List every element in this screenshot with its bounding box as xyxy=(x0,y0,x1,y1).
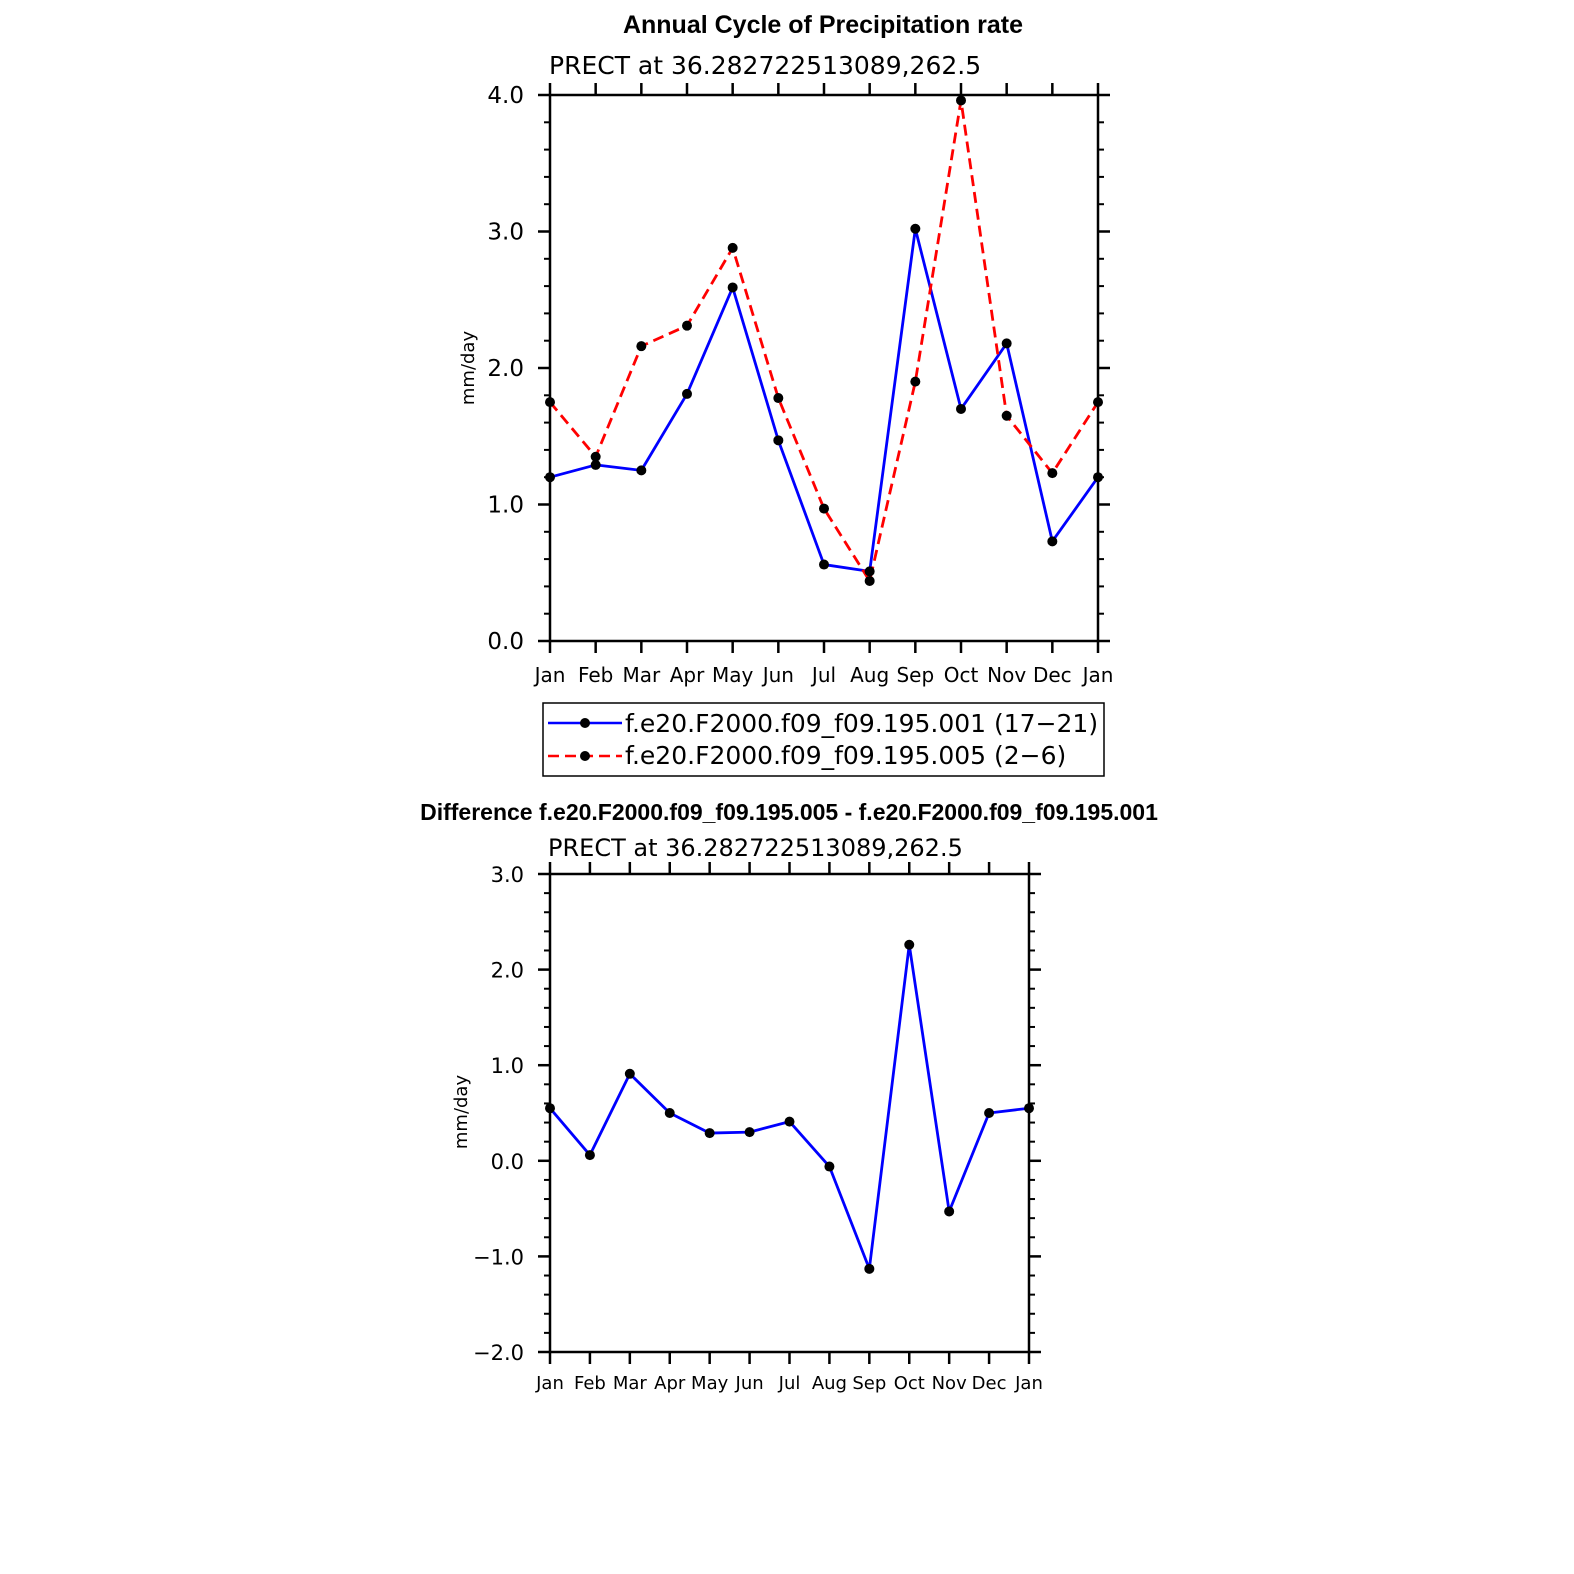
panel1-xtick-label: Jun xyxy=(761,663,794,687)
panel1-series-2-point xyxy=(910,376,921,387)
panel1-series-2-point xyxy=(1001,410,1012,421)
panel2-title: Difference f.e20.F2000.f09_f09.195.005 -… xyxy=(420,799,1158,825)
panel2-series-1-point xyxy=(784,1116,795,1127)
panel1-xtick-label: Nov xyxy=(987,663,1026,687)
panel2-xtick-label: Jan xyxy=(535,1373,564,1394)
panel1-ylabel: mm/day xyxy=(458,331,479,406)
panel1-series-2-point xyxy=(727,242,738,253)
panel1-ytick-label: 1.0 xyxy=(487,493,524,519)
legend-item-2: f.e20.F2000.f09_f09.195.005 (2−6) xyxy=(548,741,1066,770)
panel1-title: Annual Cycle of Precipitation rate xyxy=(623,11,1023,39)
panel1-xtick-label: May xyxy=(712,663,754,687)
panel2-xtick-label: Nov xyxy=(932,1373,967,1394)
panel1-xtick-label: Jan xyxy=(533,663,566,687)
panel2-series-1-point xyxy=(584,1150,595,1161)
panel2-series-1-point xyxy=(624,1068,635,1079)
panel1-xtick-label: Oct xyxy=(944,663,979,687)
legend-box xyxy=(542,702,1105,777)
legend-item-1: f.e20.F2000.f09_f09.195.001 (17−21) xyxy=(548,709,1098,738)
panel2-xtick-label: Jul xyxy=(778,1373,801,1394)
panel1-frame xyxy=(548,93,1100,643)
panel2-series-1-point xyxy=(944,1206,955,1217)
panel2-ytick-label: 1.0 xyxy=(491,1054,524,1078)
panel1-series-1-point xyxy=(590,459,601,470)
panel2-ytick-label: 0.0 xyxy=(491,1150,524,1174)
panel2-xtick-label: Apr xyxy=(654,1373,686,1394)
panel2-series-1-point xyxy=(824,1161,835,1172)
panel1-xtick-label: Sep xyxy=(896,663,934,687)
panel1-series-2-point xyxy=(819,503,829,514)
panel2-xtick-label: Dec xyxy=(972,1373,1007,1394)
panel1-series-1-point xyxy=(864,566,875,577)
panel1-series-2-point xyxy=(773,393,784,404)
panel1-xtick-label: Dec xyxy=(1033,663,1072,687)
panel1-series-1-point xyxy=(727,282,738,293)
panel1-series-1-point xyxy=(682,388,692,399)
panel1-series-1-line xyxy=(549,227,1100,573)
panel2-ytick-label: −2.0 xyxy=(473,1341,524,1365)
panel2-ytick-label: −1.0 xyxy=(473,1245,524,1269)
panel1-ytick-label: 2.0 xyxy=(487,356,524,382)
panel1-ytick-label: 4.0 xyxy=(487,83,524,109)
panel1-series-1-point xyxy=(636,465,647,476)
panel2-ytick-label: 3.0 xyxy=(491,863,524,887)
panel1-series-1-point xyxy=(1047,536,1058,547)
panel1-series-2-point xyxy=(590,451,601,462)
panel1-ytick-label: 0.0 xyxy=(487,629,524,655)
legend-label-2: f.e20.F2000.f09_f09.195.005 (2−6) xyxy=(625,741,1066,770)
legend: f.e20.F2000.f09_f09.195.001 (17−21) f.e2… xyxy=(542,702,1105,777)
panel2-series-1-point xyxy=(904,939,915,950)
panel2-xtick-label: Sep xyxy=(852,1373,886,1394)
panel1-xtick-label: Jul xyxy=(810,663,836,687)
panel1-subtitle: PRECT at 36.282722513089,262.5 xyxy=(549,51,981,80)
panel1-series-2-point xyxy=(682,320,692,331)
panel2-series-1-line xyxy=(548,943,1030,1271)
panel2-ylabel: mm/day xyxy=(451,1075,472,1150)
panel2-series-1-point xyxy=(864,1263,875,1274)
panel1-xtick-label: Mar xyxy=(622,663,661,687)
panel2-xtick-label: Feb xyxy=(574,1373,606,1394)
panel1-series-1-point xyxy=(773,435,784,446)
panel2-series-1-point xyxy=(704,1128,715,1139)
panel2-series-1-point xyxy=(744,1127,755,1138)
panel2-xtick-label: Jun xyxy=(735,1373,764,1394)
panel1-series-2-point xyxy=(636,341,647,352)
panel2-series-1-point xyxy=(664,1108,675,1118)
legend-marker-1 xyxy=(580,718,590,728)
panel1-xtick-label: Aug xyxy=(850,663,889,687)
panel1-series-1-point xyxy=(910,223,921,234)
panel2-xtick-label: Mar xyxy=(613,1373,648,1394)
panel1-series-2-point xyxy=(956,95,966,106)
legend-label-1: f.e20.F2000.f09_f09.195.001 (17−21) xyxy=(625,709,1098,738)
panel1-xtick-label: Feb xyxy=(578,663,613,687)
panel1-series-2-point xyxy=(1047,468,1058,479)
panel1-series-2-point xyxy=(864,575,875,586)
panel1-ytick-label: 3.0 xyxy=(487,220,524,246)
panel2-xtick-label: May xyxy=(691,1373,729,1394)
annual-cycle-panel: Annual Cycle of Precipitation rate PRECT… xyxy=(458,11,1114,777)
panel1-series-1-point xyxy=(956,403,966,414)
panel2-subtitle: PRECT at 36.282722513089,262.5 xyxy=(548,834,963,862)
panel2-frame xyxy=(548,872,1031,1354)
panel1-xtick-label: Apr xyxy=(670,663,705,687)
panel2-series-1-point xyxy=(984,1108,995,1118)
panel2-xtick-label: Aug xyxy=(812,1373,847,1394)
panel2-xtick-label: Jan xyxy=(1014,1373,1043,1394)
difference-panel: Difference f.e20.F2000.f09_f09.195.005 -… xyxy=(420,799,1158,1394)
panel2-xtick-label: Oct xyxy=(894,1373,925,1394)
panel2-ytick-label: 2.0 xyxy=(491,959,524,983)
panel1-xtick-label: Jan xyxy=(1081,663,1114,687)
panel1-series-1-point xyxy=(1001,338,1012,349)
panel1-series-1-point xyxy=(819,559,829,570)
legend-marker-2 xyxy=(580,751,590,761)
